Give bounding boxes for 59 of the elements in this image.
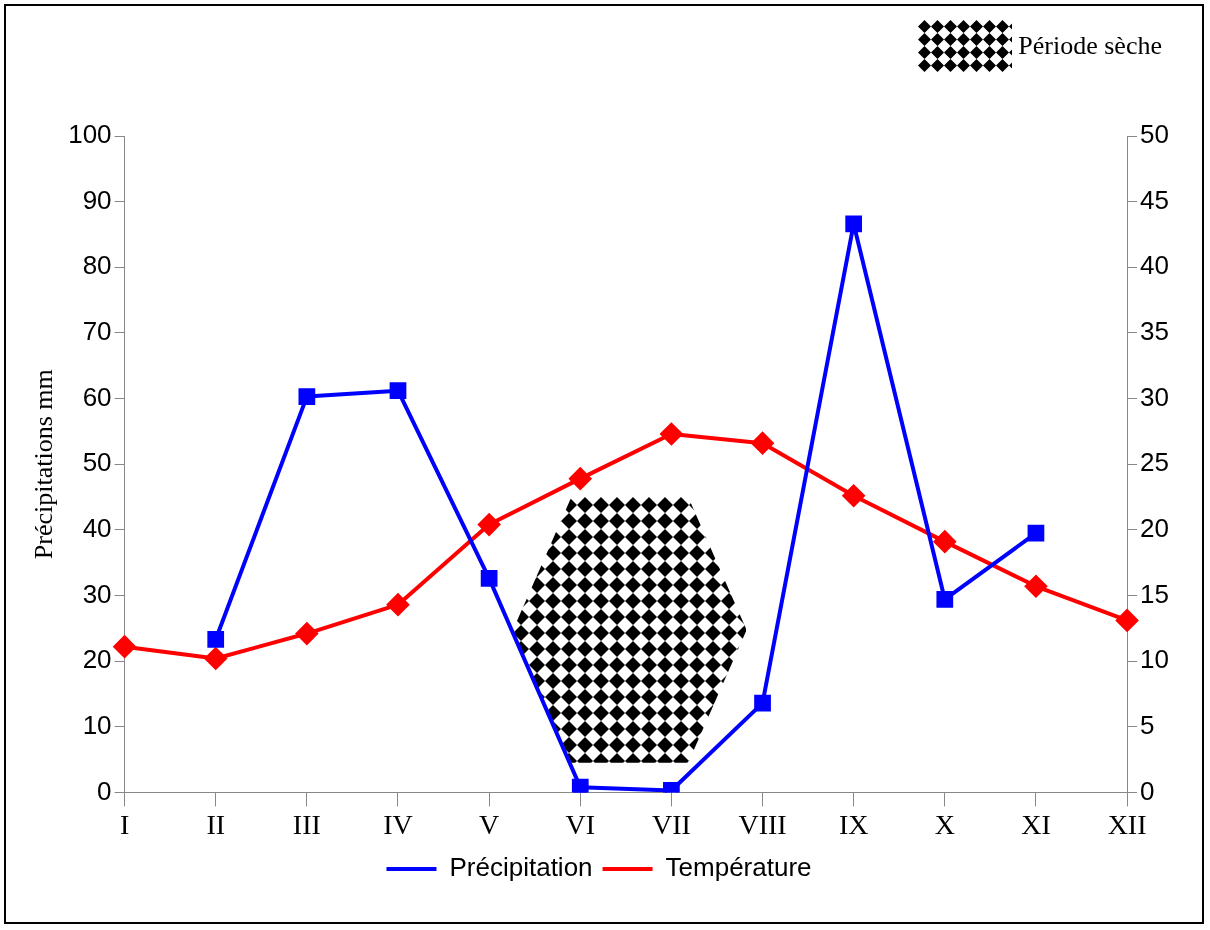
point [478,513,501,536]
point [842,484,865,507]
x-tick-label: VIII [738,808,787,840]
point [569,467,592,490]
y2-tick-label: 35 [1140,316,1169,347]
y-tick-label: 80 [82,250,112,281]
y2-tick-label: 10 [1140,644,1169,675]
y2-tick-label: 25 [1140,447,1169,478]
y-axis-title: Précipitations mm [29,369,59,560]
y2-tick-label: 45 [1140,184,1169,215]
point [113,635,136,658]
point [660,423,683,446]
point [845,215,863,233]
x-tick-label: III [292,808,321,840]
x-tick-label: VI [565,808,596,840]
y-tick-label: 10 [82,709,112,740]
point [571,778,589,793]
legend-label: Précipitation [449,852,593,883]
x-tick-label: I [119,808,130,840]
x-tick-label: X [934,808,955,840]
y-tick-label: 30 [82,578,112,609]
y-tick-label: 40 [82,513,112,544]
y-tick-label: 90 [82,184,112,215]
point [480,570,498,587]
y-tick-label: 70 [82,316,112,347]
point [1116,609,1139,632]
point [1024,575,1047,598]
y-tick-label: 100 [68,119,112,150]
y2-tick-label: 30 [1140,381,1169,412]
y-tick-label: 50 [82,447,112,478]
y2-tick-label: 20 [1140,513,1169,544]
y2-tick-label: 0 [1140,775,1155,806]
text: Période sèche [1018,31,1162,61]
point [295,622,318,645]
x-tick-label: XII [1107,808,1147,840]
x-tick-label: II [206,808,226,840]
point [1027,524,1045,542]
point [298,388,316,405]
point [204,647,227,670]
y2-tick-label: 50 [1140,119,1169,150]
x-tick-label: IX [838,808,869,840]
x-tick-label: XI [1021,808,1051,840]
point [936,591,954,608]
point [207,631,225,648]
x-tick-label: IV [383,808,413,840]
y-tick-label: 60 [82,381,112,412]
y2-tick-label: 5 [1140,709,1155,740]
legend-label: Température [665,852,812,883]
x-tick-label: V [479,808,500,840]
point [751,432,774,455]
x-tick-label: VII [651,808,691,840]
point [754,694,771,712]
y2-tick-label: 15 [1140,578,1169,609]
y2-tick-label: 40 [1140,250,1169,281]
y-tick-label: 20 [82,644,112,675]
point [389,382,407,400]
y-tick-label: 0 [97,775,112,806]
point [933,530,956,553]
point [386,593,409,616]
